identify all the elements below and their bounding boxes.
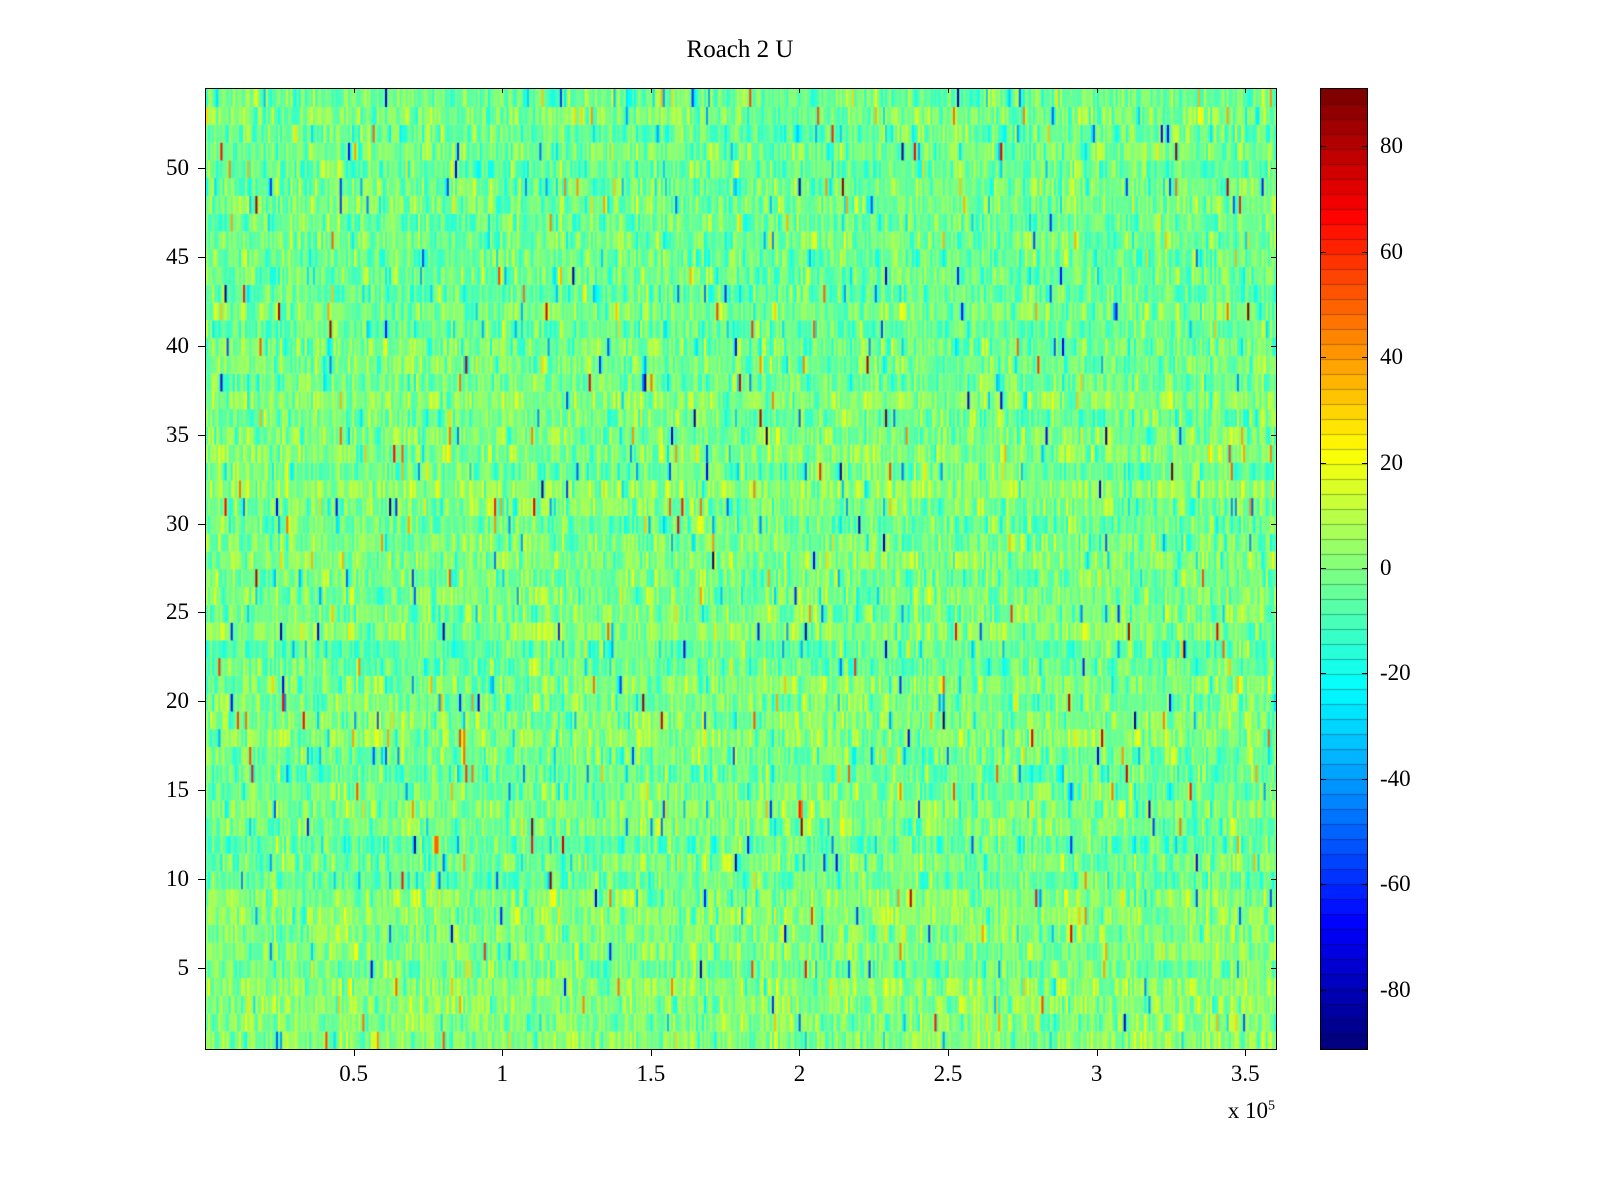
y-axis-tick	[198, 968, 205, 969]
y-axis-tick	[1271, 345, 1276, 347]
colorbar-tick	[1321, 778, 1326, 780]
colorbar-tick	[1321, 462, 1326, 464]
y-axis-tick	[1271, 701, 1276, 703]
y-axis-tick	[198, 523, 205, 525]
y-tick-label: 5	[177, 955, 190, 980]
x-axis-exponent-value: 5	[1268, 1098, 1275, 1114]
y-axis-tick	[198, 790, 205, 792]
y-axis-tick	[1271, 790, 1276, 792]
x-axis-tick	[1245, 1049, 1247, 1056]
y-axis-tick	[198, 701, 205, 703]
y-axis-tick	[1271, 968, 1276, 969]
colorbar-tick	[1362, 989, 1367, 991]
colorbar-tick	[1362, 146, 1367, 148]
y-tick-label: 35	[166, 421, 189, 447]
y-tick-label: 50	[166, 155, 189, 180]
y-tick-label: 10	[166, 866, 189, 892]
x-axis-tick	[502, 1049, 504, 1056]
colorbar-tick	[1321, 251, 1326, 253]
colorbar-tick-label: 0	[1380, 555, 1392, 580]
x-tick-label: 1.5	[636, 1061, 666, 1086]
y-tick-label: 30	[166, 510, 189, 536]
plot-area	[205, 88, 1277, 1050]
y-tick-label: 25	[166, 599, 189, 625]
y-axis-tick	[1271, 523, 1276, 525]
colorbar-tick	[1362, 462, 1367, 464]
y-axis-tick	[198, 612, 205, 614]
colorbar-tick	[1321, 357, 1326, 358]
x-axis-tick	[502, 88, 504, 93]
y-tick-label: 20	[166, 688, 189, 714]
colorbar-tick	[1321, 146, 1326, 148]
colorbar-tick	[1321, 673, 1326, 675]
x-tick-label: 0.5	[339, 1061, 368, 1086]
colorbar-tick-label: 20	[1380, 449, 1403, 475]
colorbar-tick	[1321, 989, 1326, 991]
colorbar-tick	[1362, 778, 1367, 780]
colorbar-tick	[1362, 251, 1367, 253]
x-axis-tick	[1096, 88, 1098, 93]
colorbar	[1320, 88, 1368, 1050]
x-axis-tick	[650, 88, 652, 93]
x-axis-tick	[353, 88, 355, 93]
heatmap-canvas	[206, 89, 1276, 1049]
y-axis-tick	[1271, 612, 1276, 614]
y-tick-label: 45	[166, 243, 189, 269]
x-axis-tick	[353, 1049, 355, 1056]
x-axis-exponent-label: x 105	[1150, 1098, 1275, 1124]
y-axis-tick	[198, 879, 205, 881]
colorbar-tick-label: 40	[1380, 344, 1403, 369]
plot-title: Roach 2 U	[686, 36, 794, 63]
colorbar-tick	[1362, 568, 1367, 569]
x-tick-label: 2.5	[933, 1061, 963, 1086]
colorbar-tick-label: -20	[1380, 660, 1411, 686]
colorbar-tick-label: -60	[1380, 871, 1411, 897]
x-tick-label: 3	[1090, 1061, 1103, 1086]
y-tick-label: 40	[166, 332, 189, 358]
x-axis-tick	[948, 1049, 950, 1056]
x-axis-exponent-prefix: x 10	[1227, 1098, 1268, 1123]
y-tick-label: 15	[166, 777, 189, 803]
colorbar-tick-label: -80	[1380, 976, 1411, 1002]
y-axis-tick	[1271, 256, 1276, 258]
x-tick-label: 2	[793, 1061, 806, 1086]
y-axis-tick	[1271, 434, 1276, 436]
colorbar-tick-label: -40	[1380, 765, 1411, 791]
colorbar-tick	[1362, 673, 1367, 675]
colorbar-tick	[1321, 884, 1326, 886]
x-axis-tick	[799, 1049, 801, 1056]
x-axis-tick	[1245, 88, 1247, 93]
colorbar-tick	[1321, 568, 1326, 569]
y-axis-tick	[1271, 168, 1276, 169]
x-axis-tick	[948, 88, 950, 93]
colorbar-canvas	[1321, 89, 1367, 1049]
y-axis-tick	[198, 345, 205, 347]
x-axis-tick	[799, 88, 801, 93]
x-axis-tick	[1096, 1049, 1098, 1056]
x-tick-label: 3.5	[1230, 1061, 1260, 1086]
colorbar-tick-label: 80	[1380, 133, 1403, 159]
y-axis-tick	[198, 434, 205, 436]
colorbar-tick	[1362, 357, 1367, 358]
colorbar-tick	[1362, 884, 1367, 886]
colorbar-tick-label: 60	[1380, 238, 1403, 264]
x-axis-tick	[650, 1049, 652, 1056]
y-axis-tick	[1271, 879, 1276, 881]
y-axis-tick	[198, 168, 205, 169]
x-tick-label: 1	[496, 1061, 508, 1086]
y-axis-tick	[198, 256, 205, 258]
